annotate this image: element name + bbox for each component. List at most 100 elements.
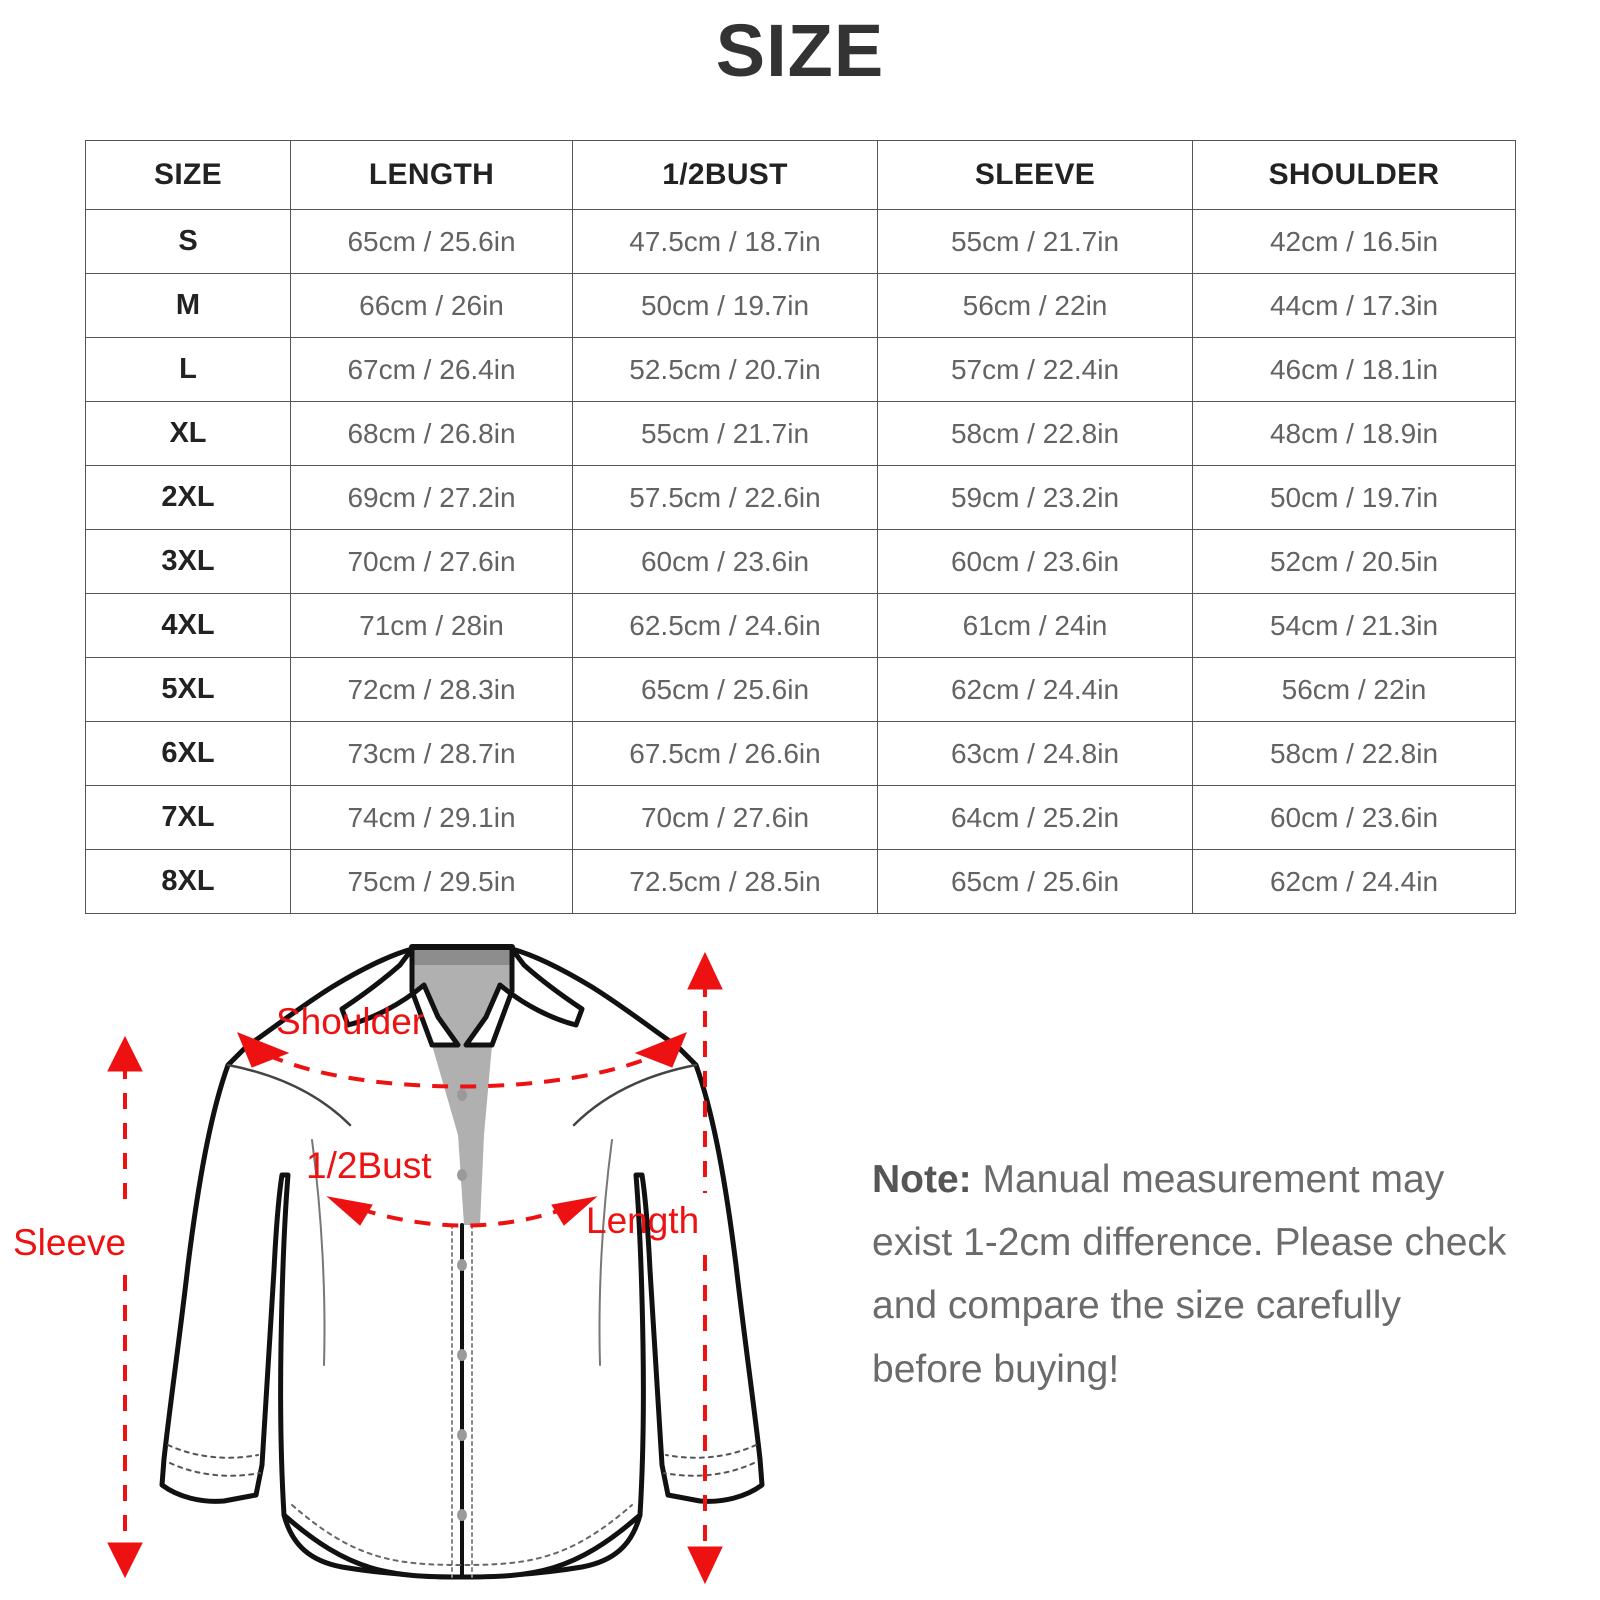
shoulder-seam-right bbox=[572, 1063, 698, 1127]
measurement-arrows bbox=[107, 951, 723, 1585]
note-block: Note: Manual measurement may exist 1-2cm… bbox=[872, 1148, 1512, 1401]
cell-size: S bbox=[85, 209, 291, 274]
measurement-diagram bbox=[60, 925, 850, 1585]
button bbox=[457, 1089, 467, 1101]
cell-shoulder: 56cm / 22in bbox=[1192, 657, 1516, 722]
column-header-bust: 1/2BUST bbox=[572, 140, 878, 210]
shoulder-arrow-left bbox=[237, 1032, 290, 1068]
halfbust-arrow-right bbox=[551, 1196, 598, 1226]
cell-length: 73cm / 28.7in bbox=[290, 721, 573, 786]
cell-size: 3XL bbox=[85, 529, 291, 594]
table-row: 3XL 70cm / 27.6in 60cm / 23.6in 60cm / 2… bbox=[85, 529, 1516, 594]
length-arrow-top bbox=[687, 951, 723, 990]
cell-shoulder: 62cm / 24.4in bbox=[1192, 849, 1516, 914]
shirt-buttons bbox=[457, 1089, 467, 1521]
column-header-shoulder: SHOULDER bbox=[1192, 140, 1516, 210]
shoulder-seam-left bbox=[226, 1063, 352, 1127]
cell-shoulder: 42cm / 16.5in bbox=[1192, 209, 1516, 274]
note-label: Note: bbox=[872, 1158, 972, 1201]
table-row: L 67cm / 26.4in 52.5cm / 20.7in 57cm / 2… bbox=[85, 337, 1516, 402]
cell-sleeve: 64cm / 25.2in bbox=[877, 785, 1193, 850]
cell-bust: 47.5cm / 18.7in bbox=[572, 209, 878, 274]
table-row: 2XL 69cm / 27.2in 57.5cm / 22.6in 59cm /… bbox=[85, 465, 1516, 530]
cell-size: 5XL bbox=[85, 657, 291, 722]
cell-size: 7XL bbox=[85, 785, 291, 850]
length-arrow-bottom bbox=[687, 1546, 723, 1585]
cell-sleeve: 60cm / 23.6in bbox=[877, 529, 1193, 594]
collar-left bbox=[339, 946, 461, 1048]
cell-sleeve: 56cm / 22in bbox=[877, 273, 1193, 338]
cell-length: 70cm / 27.6in bbox=[290, 529, 573, 594]
button bbox=[457, 1169, 467, 1181]
cell-shoulder: 54cm / 21.3in bbox=[1192, 593, 1516, 658]
body-dart-right bbox=[598, 1139, 613, 1366]
cuff-stitch-right bbox=[665, 1444, 757, 1459]
diagram-label-length: Length bbox=[586, 1200, 700, 1241]
halfbust-measure-line bbox=[359, 1207, 565, 1228]
cell-bust: 52.5cm / 20.7in bbox=[572, 337, 878, 402]
collar-right bbox=[463, 946, 585, 1048]
cell-shoulder: 58cm / 22.8in bbox=[1192, 721, 1516, 786]
hem-stitch bbox=[291, 1504, 633, 1566]
cell-size: L bbox=[85, 337, 291, 402]
table-row: 5XL 72cm / 28.3in 65cm / 25.6in 62cm / 2… bbox=[85, 657, 1516, 722]
page-title: SIZE bbox=[715, 9, 885, 92]
cell-sleeve: 65cm / 25.6in bbox=[877, 849, 1193, 914]
cell-size: XL bbox=[85, 401, 291, 466]
cell-sleeve: 59cm / 23.2in bbox=[877, 465, 1193, 530]
cell-length: 67cm / 26.4in bbox=[290, 337, 573, 402]
cuff-stitch-left bbox=[167, 1444, 259, 1459]
cell-sleeve: 57cm / 22.4in bbox=[877, 337, 1193, 402]
cell-sleeve: 62cm / 24.4in bbox=[877, 657, 1193, 722]
cell-length: 68cm / 26.8in bbox=[290, 401, 573, 466]
cell-shoulder: 48cm / 18.9in bbox=[1192, 401, 1516, 466]
table-row: 4XL 71cm / 28in 62.5cm / 24.6in 61cm / 2… bbox=[85, 593, 1516, 658]
cell-size: 8XL bbox=[85, 849, 291, 914]
cell-shoulder: 50cm / 19.7in bbox=[1192, 465, 1516, 530]
cell-bust: 50cm / 19.7in bbox=[572, 273, 878, 338]
note-body: Manual measurement may exist 1-2cm diffe… bbox=[872, 1158, 1507, 1391]
table-row: 8XL 75cm / 29.5in 72.5cm / 28.5in 65cm /… bbox=[85, 849, 1516, 914]
button bbox=[457, 1429, 467, 1441]
table-row: XL 68cm / 26.8in 55cm / 21.7in 58cm / 22… bbox=[85, 401, 1516, 466]
cell-bust: 67.5cm / 26.6in bbox=[572, 721, 878, 786]
cell-shoulder: 46cm / 18.1in bbox=[1192, 337, 1516, 402]
cell-length: 66cm / 26in bbox=[290, 273, 573, 338]
cell-bust: 57.5cm / 22.6in bbox=[572, 465, 878, 530]
halfbust-arrow-left bbox=[326, 1196, 373, 1226]
body-dart-left bbox=[311, 1139, 326, 1366]
column-header-sleeve: SLEEVE bbox=[877, 140, 1193, 210]
cell-bust: 70cm / 27.6in bbox=[572, 785, 878, 850]
shirt-graphic bbox=[159, 944, 765, 1580]
cell-shoulder: 60cm / 23.6in bbox=[1192, 785, 1516, 850]
table-row: S 65cm / 25.6in 47.5cm / 18.7in 55cm / 2… bbox=[85, 209, 1516, 274]
cuff-stitch-right-2 bbox=[663, 1462, 755, 1477]
cell-shoulder: 52cm / 20.5in bbox=[1192, 529, 1516, 594]
cell-bust: 65cm / 25.6in bbox=[572, 657, 878, 722]
neck-band-fill bbox=[412, 947, 512, 965]
sleeve-arrow-top bbox=[107, 1035, 143, 1072]
cell-sleeve: 61cm / 24in bbox=[877, 593, 1193, 658]
cell-size: M bbox=[85, 273, 291, 338]
cell-size: 6XL bbox=[85, 721, 291, 786]
diagram-label-shoulder: Shoulder bbox=[276, 1001, 425, 1042]
cell-bust: 62.5cm / 24.6in bbox=[572, 593, 878, 658]
cell-length: 65cm / 25.6in bbox=[290, 209, 573, 274]
cell-bust: 55cm / 21.7in bbox=[572, 401, 878, 466]
button bbox=[457, 1259, 467, 1271]
cuff-stitch-left-2 bbox=[169, 1462, 261, 1477]
diagram-label-sleeve: Sleeve bbox=[13, 1222, 127, 1263]
button bbox=[457, 1349, 467, 1361]
cell-bust: 60cm / 23.6in bbox=[572, 529, 878, 594]
shoulder-arrow-right bbox=[634, 1032, 687, 1068]
size-chart-table: SIZE LENGTH 1/2BUST SLEEVE SHOULDER S 65… bbox=[85, 140, 1516, 914]
button bbox=[457, 1509, 467, 1521]
cell-bust: 72.5cm / 28.5in bbox=[572, 849, 878, 914]
cell-length: 74cm / 29.1in bbox=[290, 785, 573, 850]
table-row: M 66cm / 26in 50cm / 19.7in 56cm / 22in … bbox=[85, 273, 1516, 338]
column-header-size: SIZE bbox=[85, 140, 291, 210]
table-row: 6XL 73cm / 28.7in 67.5cm / 26.6in 63cm /… bbox=[85, 721, 1516, 786]
cell-length: 72cm / 28.3in bbox=[290, 657, 573, 722]
cell-shoulder: 44cm / 17.3in bbox=[1192, 273, 1516, 338]
cell-sleeve: 55cm / 21.7in bbox=[877, 209, 1193, 274]
